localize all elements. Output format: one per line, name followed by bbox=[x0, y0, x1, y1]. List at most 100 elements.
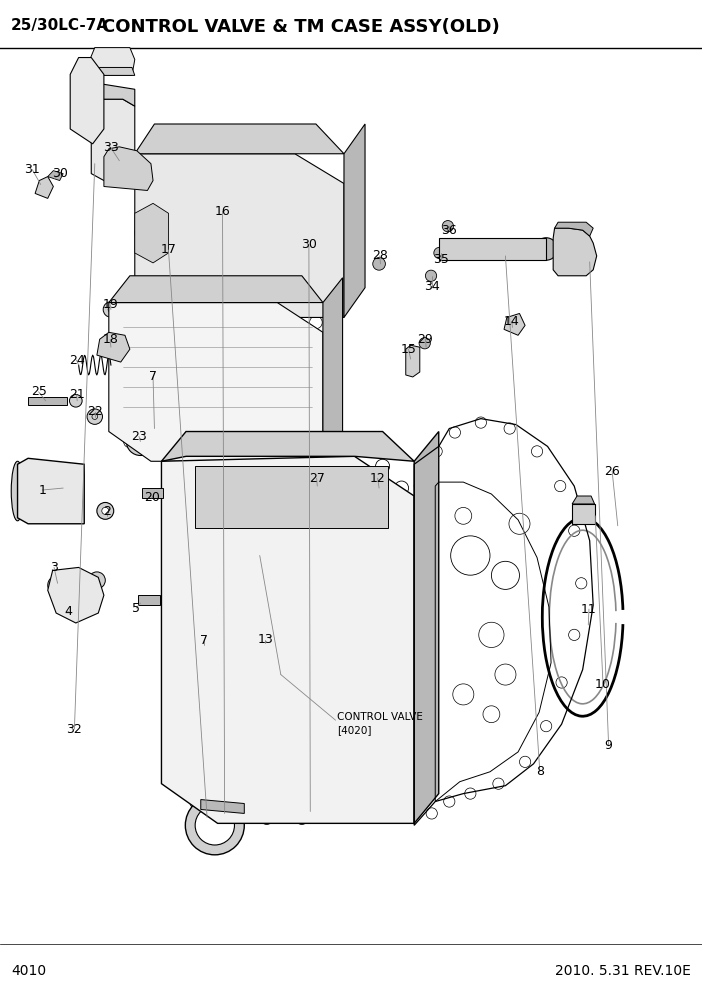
Circle shape bbox=[168, 598, 183, 612]
Circle shape bbox=[142, 302, 153, 313]
Circle shape bbox=[243, 440, 256, 452]
Circle shape bbox=[243, 310, 256, 321]
Text: 27: 27 bbox=[309, 471, 324, 485]
Polygon shape bbox=[91, 99, 135, 181]
Circle shape bbox=[168, 519, 183, 533]
Circle shape bbox=[260, 637, 267, 645]
Circle shape bbox=[149, 373, 157, 381]
Polygon shape bbox=[48, 171, 63, 181]
Polygon shape bbox=[104, 147, 153, 190]
Text: 4010: 4010 bbox=[11, 964, 46, 978]
Circle shape bbox=[225, 808, 239, 822]
Circle shape bbox=[310, 520, 322, 532]
Circle shape bbox=[201, 748, 213, 760]
Text: 13: 13 bbox=[258, 633, 273, 647]
Polygon shape bbox=[142, 488, 163, 498]
Polygon shape bbox=[323, 278, 343, 461]
Text: 11: 11 bbox=[581, 602, 597, 616]
Circle shape bbox=[337, 451, 351, 465]
Circle shape bbox=[377, 619, 388, 631]
Circle shape bbox=[87, 409, 102, 425]
Polygon shape bbox=[95, 67, 135, 75]
Text: 17: 17 bbox=[161, 243, 176, 257]
Polygon shape bbox=[553, 228, 597, 276]
Text: 19: 19 bbox=[102, 298, 118, 311]
Circle shape bbox=[395, 558, 409, 572]
Polygon shape bbox=[48, 567, 104, 623]
Circle shape bbox=[267, 490, 280, 502]
Circle shape bbox=[168, 481, 183, 495]
Circle shape bbox=[234, 134, 244, 144]
Circle shape bbox=[282, 270, 293, 282]
Polygon shape bbox=[135, 124, 344, 154]
Circle shape bbox=[307, 637, 352, 682]
Circle shape bbox=[395, 757, 409, 771]
Text: 24: 24 bbox=[69, 353, 84, 367]
Circle shape bbox=[164, 134, 173, 144]
Circle shape bbox=[370, 480, 385, 496]
Polygon shape bbox=[109, 303, 323, 461]
Circle shape bbox=[151, 247, 169, 265]
Polygon shape bbox=[406, 345, 420, 377]
Text: 5: 5 bbox=[132, 601, 140, 615]
Circle shape bbox=[419, 337, 430, 349]
Circle shape bbox=[395, 638, 409, 652]
Circle shape bbox=[338, 490, 350, 502]
Circle shape bbox=[247, 272, 258, 284]
Circle shape bbox=[388, 738, 399, 750]
Circle shape bbox=[366, 490, 378, 502]
Circle shape bbox=[434, 247, 445, 259]
Ellipse shape bbox=[11, 461, 24, 521]
Circle shape bbox=[185, 796, 244, 855]
Polygon shape bbox=[135, 154, 344, 317]
Circle shape bbox=[177, 307, 188, 318]
Polygon shape bbox=[201, 800, 244, 813]
Circle shape bbox=[195, 806, 234, 845]
Circle shape bbox=[212, 272, 223, 284]
Text: 14: 14 bbox=[504, 314, 519, 328]
Circle shape bbox=[190, 795, 204, 808]
Polygon shape bbox=[161, 432, 414, 461]
Circle shape bbox=[338, 525, 350, 537]
Text: 32: 32 bbox=[67, 722, 82, 736]
Circle shape bbox=[282, 311, 294, 323]
Circle shape bbox=[366, 530, 378, 542]
Text: 4: 4 bbox=[64, 604, 72, 618]
Circle shape bbox=[284, 614, 376, 705]
Text: 16: 16 bbox=[215, 204, 230, 218]
Circle shape bbox=[282, 307, 293, 318]
Polygon shape bbox=[161, 456, 414, 823]
Circle shape bbox=[198, 639, 206, 647]
Circle shape bbox=[232, 454, 246, 468]
Text: CONTROL VALVE & TM CASE ASSY(OLD): CONTROL VALVE & TM CASE ASSY(OLD) bbox=[102, 18, 500, 36]
Circle shape bbox=[206, 134, 216, 144]
Circle shape bbox=[216, 648, 269, 701]
Polygon shape bbox=[28, 397, 67, 405]
Polygon shape bbox=[97, 332, 130, 362]
Circle shape bbox=[296, 626, 364, 693]
Circle shape bbox=[254, 518, 265, 530]
Text: 15: 15 bbox=[401, 342, 416, 356]
Polygon shape bbox=[138, 595, 160, 605]
Circle shape bbox=[267, 451, 281, 465]
Circle shape bbox=[247, 185, 258, 196]
Circle shape bbox=[103, 302, 119, 317]
Text: 28: 28 bbox=[372, 249, 388, 263]
Circle shape bbox=[168, 558, 183, 572]
Circle shape bbox=[395, 678, 409, 691]
Circle shape bbox=[142, 192, 153, 204]
Circle shape bbox=[275, 185, 286, 196]
Polygon shape bbox=[572, 504, 595, 524]
Circle shape bbox=[226, 520, 237, 532]
Polygon shape bbox=[195, 466, 388, 528]
Circle shape bbox=[359, 750, 371, 762]
Circle shape bbox=[185, 134, 194, 144]
Circle shape bbox=[212, 716, 223, 728]
Text: 22: 22 bbox=[88, 405, 103, 419]
Text: 7: 7 bbox=[199, 634, 208, 648]
Circle shape bbox=[302, 449, 316, 463]
Circle shape bbox=[282, 438, 294, 450]
Text: 1: 1 bbox=[38, 483, 46, 497]
Circle shape bbox=[425, 270, 437, 282]
Circle shape bbox=[377, 579, 388, 591]
